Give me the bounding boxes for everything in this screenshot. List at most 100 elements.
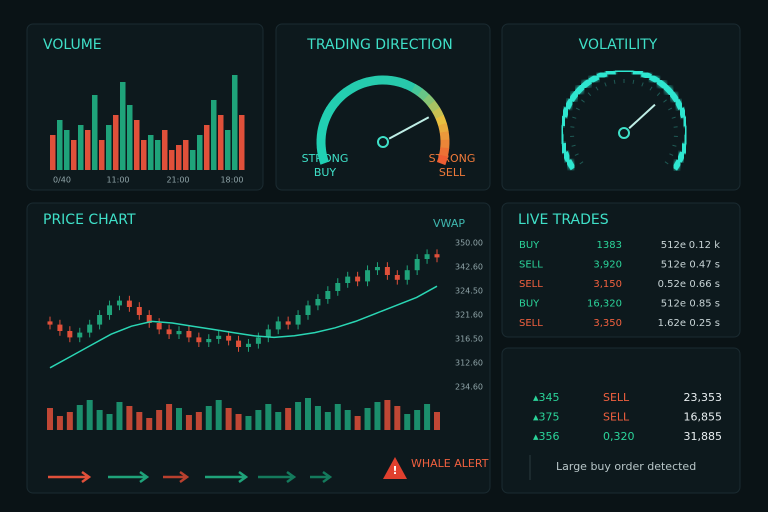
gauge-arc [374,75,384,85]
gauge-arc [562,151,572,163]
gauge-tick [671,116,676,119]
candle-body [255,337,261,344]
gauge-arc [564,98,575,110]
trade-cell: 512e [661,240,686,251]
gauge-arc [331,93,344,107]
volume-bar [190,150,196,170]
trade-cell: 0.66 s [689,279,720,290]
gauge-tick [613,79,616,84]
order-cell: ▴356 [533,430,560,443]
panel-title: VOLUME [43,37,102,53]
candle-body [404,270,410,280]
gauge-tick [663,99,667,103]
candle-body [206,339,212,343]
volume-bar [218,115,224,170]
x-tick-label: 11:00 [106,176,129,185]
candle-body [136,307,142,315]
gauge-arc [559,115,568,127]
candle-body [67,331,73,338]
gauge-arc [588,73,600,84]
gauge-hub [377,136,389,148]
volume-bar [57,120,63,170]
gauge-arc [596,70,608,80]
volume-bar [162,130,168,170]
gauge-arc [422,94,436,107]
volume-bar [404,414,411,430]
candle-body [374,267,380,271]
warning-mark: ! [392,464,397,477]
candle-body [315,299,321,306]
gauge-tick [641,82,644,87]
volume-bar [239,115,245,170]
trade-cell: SELL [519,279,543,290]
candle-body [355,276,361,282]
volume-bar [364,408,371,430]
volume-bar [155,140,161,170]
gauge-arc [435,114,447,126]
gauge-label: BUY [314,166,337,179]
gauge-arc [366,75,377,87]
trade-cell: 1.62e [658,318,686,329]
gauge-arc [678,107,687,119]
trade-cell: 0.47 s [689,260,720,271]
volume-bar [76,405,83,430]
volume-bar [166,404,173,430]
trade-cell: 3,920 [593,260,622,271]
volume-bar [126,406,133,430]
order-cell: 23,353 [684,391,723,404]
gauge-arc [343,83,356,96]
trade-cell: BUY [519,240,540,251]
gauge-arc [561,106,571,118]
volume-bar [127,105,133,170]
gauge-arc [436,154,448,166]
gauge-arc [680,116,689,127]
volume-bar [235,414,242,430]
volume-bar [106,125,112,170]
gauge-arc [674,98,684,111]
candle-body [236,340,242,347]
candle-body [335,283,341,291]
gauge-arc [648,74,661,84]
volume-bar [374,402,381,430]
volume-bar [66,412,73,430]
gauge-tick [649,86,653,91]
volume-bar [197,135,203,170]
volume-bar [86,400,93,430]
gauge-arc [679,143,689,154]
volume-bar [424,404,431,430]
gauge-arc [438,122,449,134]
gauge-tick [632,79,635,84]
gauge-tick [572,116,577,119]
candle-body [116,300,122,306]
gauge-tick [604,82,607,87]
candle-body [394,275,400,280]
volume-bar [195,412,202,430]
candle-body [156,323,162,330]
volume-bar [344,410,351,430]
trade-cell: 3,150 [593,279,622,290]
gauge-arc [439,147,450,157]
gauge-arc [676,151,686,163]
arrows [48,470,333,484]
volume-bar [215,400,222,430]
y-axis-label: 321.60 [455,311,483,320]
panel-title: TRADING DIRECTION [306,37,452,53]
gauge-arc [672,159,683,171]
candle-body [196,337,202,343]
volume-bar [225,408,232,430]
candle-body [345,276,351,283]
warning-icon [383,457,407,479]
trade-cell: 16,320 [587,299,622,310]
order-cell: SELL [603,391,630,404]
volume-bar [245,416,252,430]
panel-title: LIVE TRADES [518,212,609,228]
candle-body [265,329,271,338]
panel-title: VOLATILITY [579,37,658,53]
gauge-arc [559,142,569,154]
x-tick-label: 0/40 [53,176,71,185]
volume-bar [169,150,175,170]
volume-bar [185,415,192,430]
volume-bar [285,408,292,430]
volume-bar [156,410,163,430]
